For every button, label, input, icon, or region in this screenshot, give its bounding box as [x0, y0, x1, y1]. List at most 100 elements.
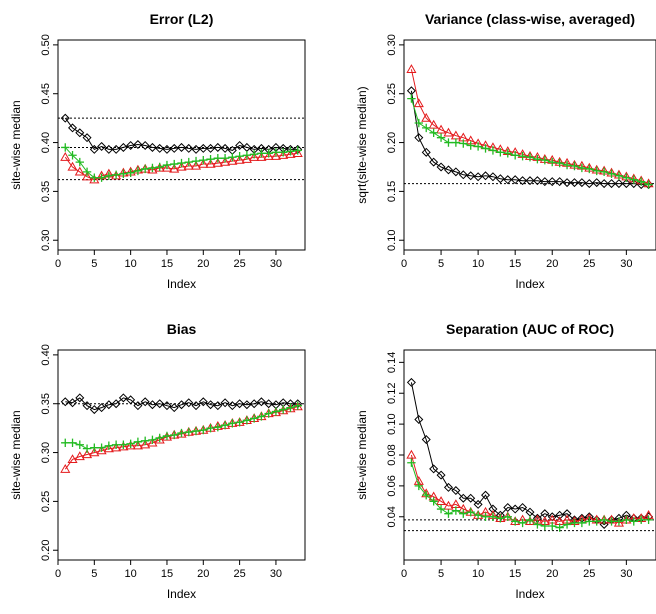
data-point	[191, 144, 201, 154]
data-point	[286, 147, 295, 156]
data-point	[555, 177, 565, 187]
data-point	[293, 401, 302, 410]
data-point	[592, 517, 601, 526]
data-point	[140, 397, 150, 407]
data-point	[264, 409, 273, 418]
data-point	[97, 141, 107, 151]
x-tick-label: 15	[161, 568, 173, 580]
x-tick-label: 15	[509, 568, 521, 580]
data-point	[126, 168, 135, 178]
data-point	[429, 157, 439, 167]
x-tick-label: 30	[270, 568, 282, 580]
data-point	[111, 399, 121, 409]
data-point	[74, 451, 85, 461]
data-point	[421, 112, 432, 122]
data-point	[256, 152, 267, 161]
data-point	[82, 401, 92, 411]
data-point	[540, 155, 550, 165]
data-point	[118, 441, 129, 451]
series-line-2	[65, 405, 298, 450]
data-point	[235, 140, 245, 150]
data-point	[525, 153, 535, 162]
data-point	[466, 171, 476, 181]
y-tick-label: 0.40	[40, 344, 52, 365]
chart-title: Bias	[167, 321, 197, 337]
y-axis-label: site-wise median	[9, 410, 23, 499]
data-point	[68, 398, 78, 408]
data-point	[169, 163, 180, 173]
y-tick-label: 0.14	[386, 352, 398, 373]
data-point	[82, 133, 92, 143]
data-point	[198, 397, 208, 407]
data-point	[206, 423, 215, 433]
data-point	[540, 177, 550, 187]
x-tick-label: 10	[125, 258, 137, 270]
data-point	[636, 515, 646, 525]
x-axis-label: Index	[167, 277, 196, 291]
y-tick-label: 0.30	[40, 230, 52, 251]
data-point	[585, 517, 594, 526]
data-point	[68, 123, 78, 133]
y-tick-label: 0.06	[386, 475, 398, 496]
data-point	[577, 518, 587, 528]
data-point	[132, 440, 143, 450]
data-point	[257, 149, 266, 158]
data-point	[104, 400, 114, 410]
data-point	[473, 172, 483, 182]
data-point	[60, 463, 71, 473]
data-point	[451, 138, 461, 147]
y-tick-label: 0.35	[40, 393, 52, 414]
data-point	[458, 170, 468, 180]
data-point	[199, 425, 208, 435]
data-point	[473, 142, 483, 151]
data-point	[155, 399, 165, 409]
data-point	[111, 440, 121, 449]
data-point	[496, 148, 505, 157]
data-point	[111, 170, 121, 179]
chart-title: Variance (class-wise, averaged)	[425, 11, 635, 27]
data-point	[213, 401, 223, 411]
x-tick-label: 5	[438, 258, 444, 270]
y-axis-label: sqrt(site-wise median)	[355, 86, 369, 203]
x-tick-label: 15	[509, 258, 521, 270]
data-point	[525, 515, 535, 525]
data-point	[279, 148, 288, 157]
series-line-1	[410, 69, 649, 185]
data-point	[533, 154, 542, 164]
data-point	[481, 512, 490, 521]
x-tick-label: 10	[125, 568, 137, 580]
data-point	[510, 517, 520, 526]
data-point	[256, 397, 266, 407]
data-point	[466, 507, 475, 517]
x-axis-label: Index	[515, 587, 544, 601]
x-axis-label: Index	[515, 277, 544, 291]
chart-title: Separation (AUC of ROC)	[446, 321, 614, 337]
data-point	[198, 158, 209, 168]
data-point	[636, 177, 646, 186]
data-point	[125, 440, 136, 450]
y-tick-label: 0.04	[386, 506, 398, 527]
data-point	[177, 158, 186, 168]
y-tick-label: 0.20	[386, 132, 398, 153]
data-point	[213, 422, 223, 432]
data-point	[235, 152, 244, 161]
data-point	[169, 403, 179, 413]
data-point	[518, 176, 528, 186]
data-point	[235, 418, 244, 427]
data-point	[89, 144, 99, 154]
data-point	[428, 119, 439, 129]
data-point	[271, 148, 281, 157]
data-point	[599, 179, 609, 189]
data-point	[503, 512, 512, 521]
y-tick-label: 0.25	[40, 491, 52, 512]
chart-title: Error (L2)	[150, 11, 214, 27]
data-point	[459, 139, 468, 148]
data-point	[68, 151, 77, 160]
y-tick-label: 0.08	[386, 444, 398, 465]
data-point	[61, 143, 70, 152]
data-point	[170, 430, 179, 440]
data-point	[473, 499, 483, 509]
x-tick-label: 25	[583, 258, 595, 270]
data-point	[614, 179, 624, 189]
data-point	[264, 149, 273, 158]
